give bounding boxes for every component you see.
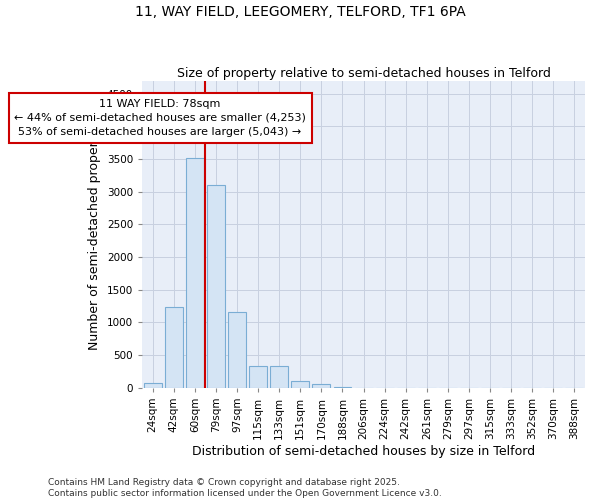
Bar [270,366,288,388]
Y-axis label: Number of semi-detached properties: Number of semi-detached properties [88,118,101,350]
Bar [249,366,267,388]
X-axis label: Distribution of semi-detached houses by size in Telford: Distribution of semi-detached houses by … [192,444,535,458]
Text: 11 WAY FIELD: 78sqm
← 44% of semi-detached houses are smaller (4,253)
53% of sem: 11 WAY FIELD: 78sqm ← 44% of semi-detach… [14,99,306,137]
Bar [292,382,309,388]
Text: 11, WAY FIELD, LEEGOMERY, TELFORD, TF1 6PA: 11, WAY FIELD, LEEGOMERY, TELFORD, TF1 6… [134,5,466,19]
Bar [165,308,183,388]
Title: Size of property relative to semi-detached houses in Telford: Size of property relative to semi-detach… [176,66,550,80]
Text: Contains HM Land Registry data © Crown copyright and database right 2025.
Contai: Contains HM Land Registry data © Crown c… [48,478,442,498]
Bar [228,312,246,388]
Bar [143,382,161,388]
Bar [313,384,331,388]
Bar [186,158,204,388]
Bar [207,185,225,388]
